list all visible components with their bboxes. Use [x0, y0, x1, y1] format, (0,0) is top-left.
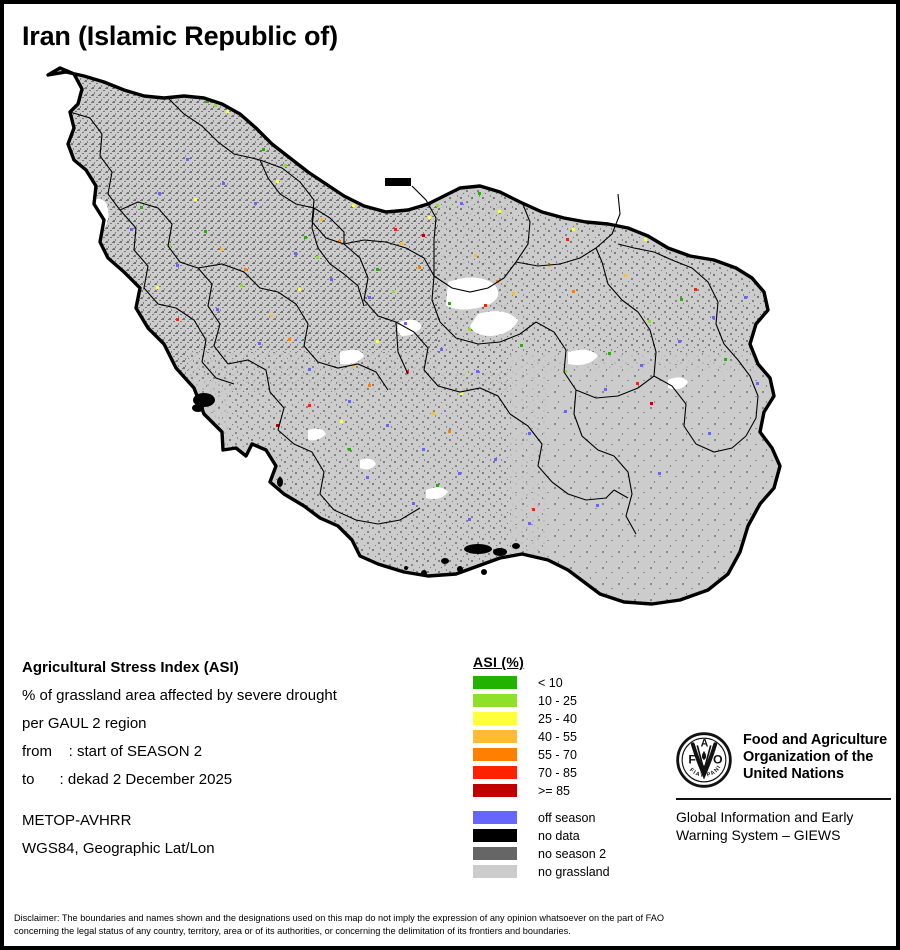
no-data-island-8: [277, 477, 283, 487]
legend-swatch: [473, 766, 517, 779]
page-title: Iran (Islamic Republic of): [22, 21, 338, 51]
fao-org-line1: Food and Agriculture: [743, 732, 888, 748]
no-data-island-4: [441, 558, 449, 564]
map-fill-layer: [48, 68, 780, 604]
no-season2-speckle-southwest: [48, 382, 228, 604]
map-canvas[interactable]: [8, 52, 896, 640]
info-projection: WGS84, Geographic Lat/Lon: [22, 840, 215, 857]
salt-flat-5: [360, 458, 376, 470]
legend-row-class-0: < 10: [473, 675, 653, 690]
legend-swatch: [473, 847, 517, 860]
disclaimer: Disclaimer: The boundaries and names sho…: [14, 912, 890, 937]
legend-spacer: [473, 801, 653, 810]
legend-swatch: [473, 865, 517, 878]
info-aggregation: per GAUL 2 region: [22, 715, 147, 732]
no-season2-speckle-northwest: [48, 68, 508, 392]
no-data-island-6: [481, 569, 487, 575]
salt-flat-7: [426, 487, 448, 500]
legend-row-class-4: 55 - 70: [473, 747, 653, 762]
legend-row-class-5: 70 - 85: [473, 765, 653, 780]
legend-label: 40 - 55: [538, 729, 577, 744]
info-period-from: from : start of SEASON 2: [22, 743, 203, 760]
legend-label: 25 - 40: [538, 711, 577, 726]
legend-swatch: [473, 784, 517, 797]
legend-label: 55 - 70: [538, 747, 577, 762]
legend-label: no grassland: [538, 864, 610, 879]
legend-swatch: [473, 676, 517, 689]
fao-org-line3: United Nations: [743, 766, 844, 782]
legend-row-class-2: 25 - 40: [473, 711, 653, 726]
legend-label: no season 2: [538, 846, 607, 861]
svg-text:A: A: [701, 738, 709, 750]
fao-logo-row: F A O FIAT PANIS Food and Agriculture Or…: [676, 732, 891, 788]
fao-branding-block: F A O FIAT PANIS Food and Agriculture Or…: [676, 732, 891, 844]
dasht-e-kavir-1: [446, 277, 499, 310]
no-season2-speckle-northeast: [438, 172, 780, 372]
info-heading: Agricultural Stress Index (ASI): [22, 659, 239, 676]
salt-flat-4: [308, 428, 326, 441]
map-legend: ASI (%) < 10 10 - 25 25 - 40 40 - 55 55 - 70…: [473, 654, 653, 882]
disclaimer-line2: concerning the legal status of any count…: [14, 925, 571, 936]
disclaimer-line1: Disclaimer: The boundaries and names sho…: [14, 913, 664, 923]
legend-swatch: [473, 694, 517, 707]
salt-flat-2: [340, 349, 364, 365]
iran-choropleth-map[interactable]: [8, 52, 896, 640]
info-spacer: [22, 799, 462, 812]
legend-row-class-6: >= 85: [473, 783, 653, 798]
legend-row-special-3: no grassland: [473, 864, 653, 879]
salt-flat-8: [106, 442, 122, 453]
legend-row-class-1: 10 - 25: [473, 693, 653, 708]
info-description: % of grassland area affected by severe d…: [22, 687, 337, 704]
giews-name: Global Information and Early Warning Sys…: [676, 808, 891, 844]
fao-emblem-icon: F A O FIAT PANIS: [676, 732, 732, 788]
no-data-island-2: [493, 548, 507, 556]
no-data-island-7: [404, 566, 408, 570]
salt-flat-3: [568, 349, 598, 365]
legend-swatch: [473, 730, 517, 743]
map-info-block: Agricultural Stress Index (ASI) % of gra…: [22, 659, 462, 868]
giews-line1: Global Information and Early: [676, 809, 854, 825]
svg-text:F: F: [688, 752, 696, 766]
legend-row-class-3: 40 - 55: [473, 729, 653, 744]
legend-label: < 10: [538, 675, 563, 690]
legend-row-special-1: no data: [473, 828, 653, 843]
legend-swatch: [473, 829, 517, 842]
legend-label: 10 - 25: [538, 693, 577, 708]
giews-line2: Warning System – GIEWS: [676, 827, 841, 843]
legend-special-list: off season no data no season 2 no grassland: [473, 810, 653, 879]
legend-swatch: [473, 712, 517, 725]
legend-swatch: [473, 811, 517, 824]
dasht-e-kavir-2: [470, 311, 518, 336]
no-data-caspian-shore: [385, 178, 411, 186]
admin-boundaries: [69, 97, 759, 535]
legend-label: no data: [538, 828, 580, 843]
legend-row-special-0: off season: [473, 810, 653, 825]
salt-flat-1: [397, 319, 422, 336]
no-data-island-3: [512, 543, 520, 549]
no-data-qeshm: [464, 544, 492, 554]
legend-title: ASI (%): [473, 654, 525, 670]
legend-row-special-2: no season 2: [473, 846, 653, 861]
fao-org-line2: Organization of the: [743, 749, 874, 765]
fao-divider: [676, 798, 891, 800]
salt-flat-6: [668, 377, 688, 390]
legend-label: >= 85: [538, 783, 570, 798]
legend-swatch: [473, 748, 517, 761]
info-period-to: to : dekad 2 December 2025: [22, 771, 233, 788]
legend-class-list: < 10 10 - 25 25 - 40 40 - 55 55 - 70 70 - 85 >…: [473, 675, 653, 798]
info-sensor: METOP-AVHRR: [22, 812, 132, 829]
legend-label: off season: [538, 810, 596, 825]
legend-label: 70 - 85: [538, 765, 577, 780]
country-outline-iran: [46, 66, 782, 606]
fao-org-name: Food and Agriculture Organization of the…: [743, 732, 887, 783]
svg-text:O: O: [713, 752, 723, 766]
